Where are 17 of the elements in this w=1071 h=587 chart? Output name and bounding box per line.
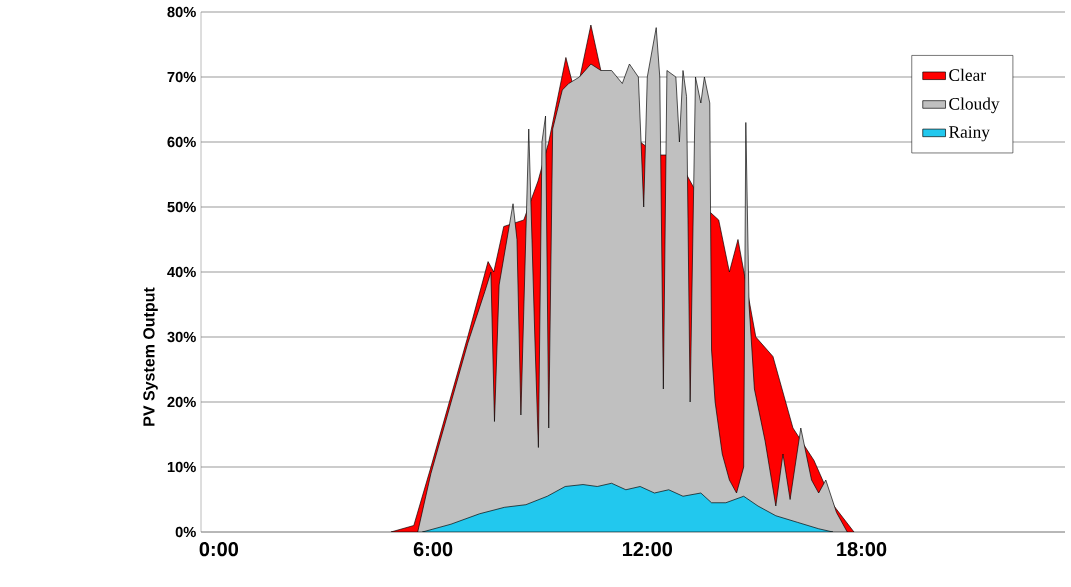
y-tick-label: 60% [167, 136, 196, 148]
y-tick-label: 30% [167, 331, 196, 343]
x-tick-label: 6:00 [413, 542, 453, 557]
y-tick-label: 10% [167, 461, 196, 473]
y-tick-label: 40% [167, 266, 196, 278]
y-tick-label: 70% [167, 71, 196, 83]
y-tick-label: 80% [167, 6, 196, 18]
legend-label: Rainy [949, 126, 990, 142]
y-tick-label: 0% [175, 526, 196, 538]
y-tick-label: 20% [167, 396, 196, 408]
y-tick-label: 50% [167, 201, 196, 213]
legend-label: Cloudy [949, 97, 1000, 114]
x-tick-label: 18:00 [837, 542, 887, 557]
y-axis-title: PV System Output [143, 287, 158, 426]
legend-label: Clear [949, 68, 986, 81]
x-tick-label: 12:00 [622, 542, 673, 557]
x-tick-label: 0:00 [199, 542, 239, 557]
